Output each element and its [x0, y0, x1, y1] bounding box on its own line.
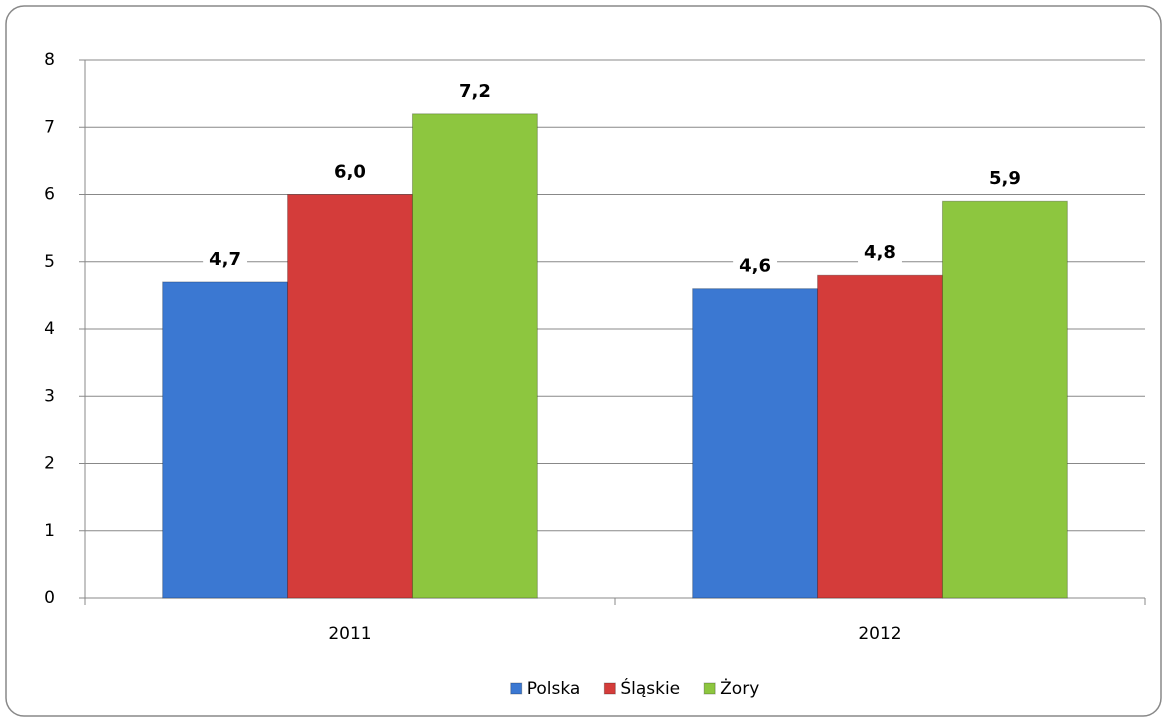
value-label-bg: [982, 166, 1027, 193]
value-label: 4,6: [739, 256, 771, 277]
bar: [692, 288, 819, 599]
value-label-bg: [203, 246, 248, 273]
legend-swatch: [510, 682, 523, 695]
value-label: 4,7: [209, 249, 241, 270]
legend-swatch: [603, 682, 616, 695]
legend-swatch: [703, 682, 716, 695]
value-label: 4,8: [864, 242, 896, 263]
y-tick-label: 3: [44, 386, 55, 406]
value-label-bg: [858, 240, 902, 267]
value-label-bg: [733, 253, 778, 280]
value-label: 6,0: [334, 162, 366, 183]
bar: [941, 200, 1068, 599]
y-tick-label: 4: [44, 319, 55, 339]
legend-label: Polska: [527, 679, 581, 699]
y-tick-label: 8: [44, 50, 55, 70]
value-label-bg: [328, 159, 372, 186]
bar: [162, 281, 289, 599]
value-label: 5,9: [989, 168, 1021, 189]
y-tick-label: 7: [44, 117, 55, 137]
y-tick-label: 0: [44, 588, 55, 608]
x-tick-label: 2011: [328, 624, 371, 644]
value-label-bg: [452, 78, 497, 105]
bar: [817, 274, 943, 599]
value-label: 7,2: [459, 81, 491, 102]
y-tick-label: 6: [44, 185, 55, 205]
y-tick-label: 5: [44, 252, 55, 272]
legend-label: Żory: [720, 678, 759, 699]
legend-label: Śląskie: [620, 677, 680, 699]
x-tick-label: 2012: [858, 624, 901, 644]
bar: [411, 113, 538, 599]
y-tick-label: 2: [44, 454, 55, 474]
bar: [287, 194, 413, 599]
y-tick-label: 1: [44, 521, 55, 541]
